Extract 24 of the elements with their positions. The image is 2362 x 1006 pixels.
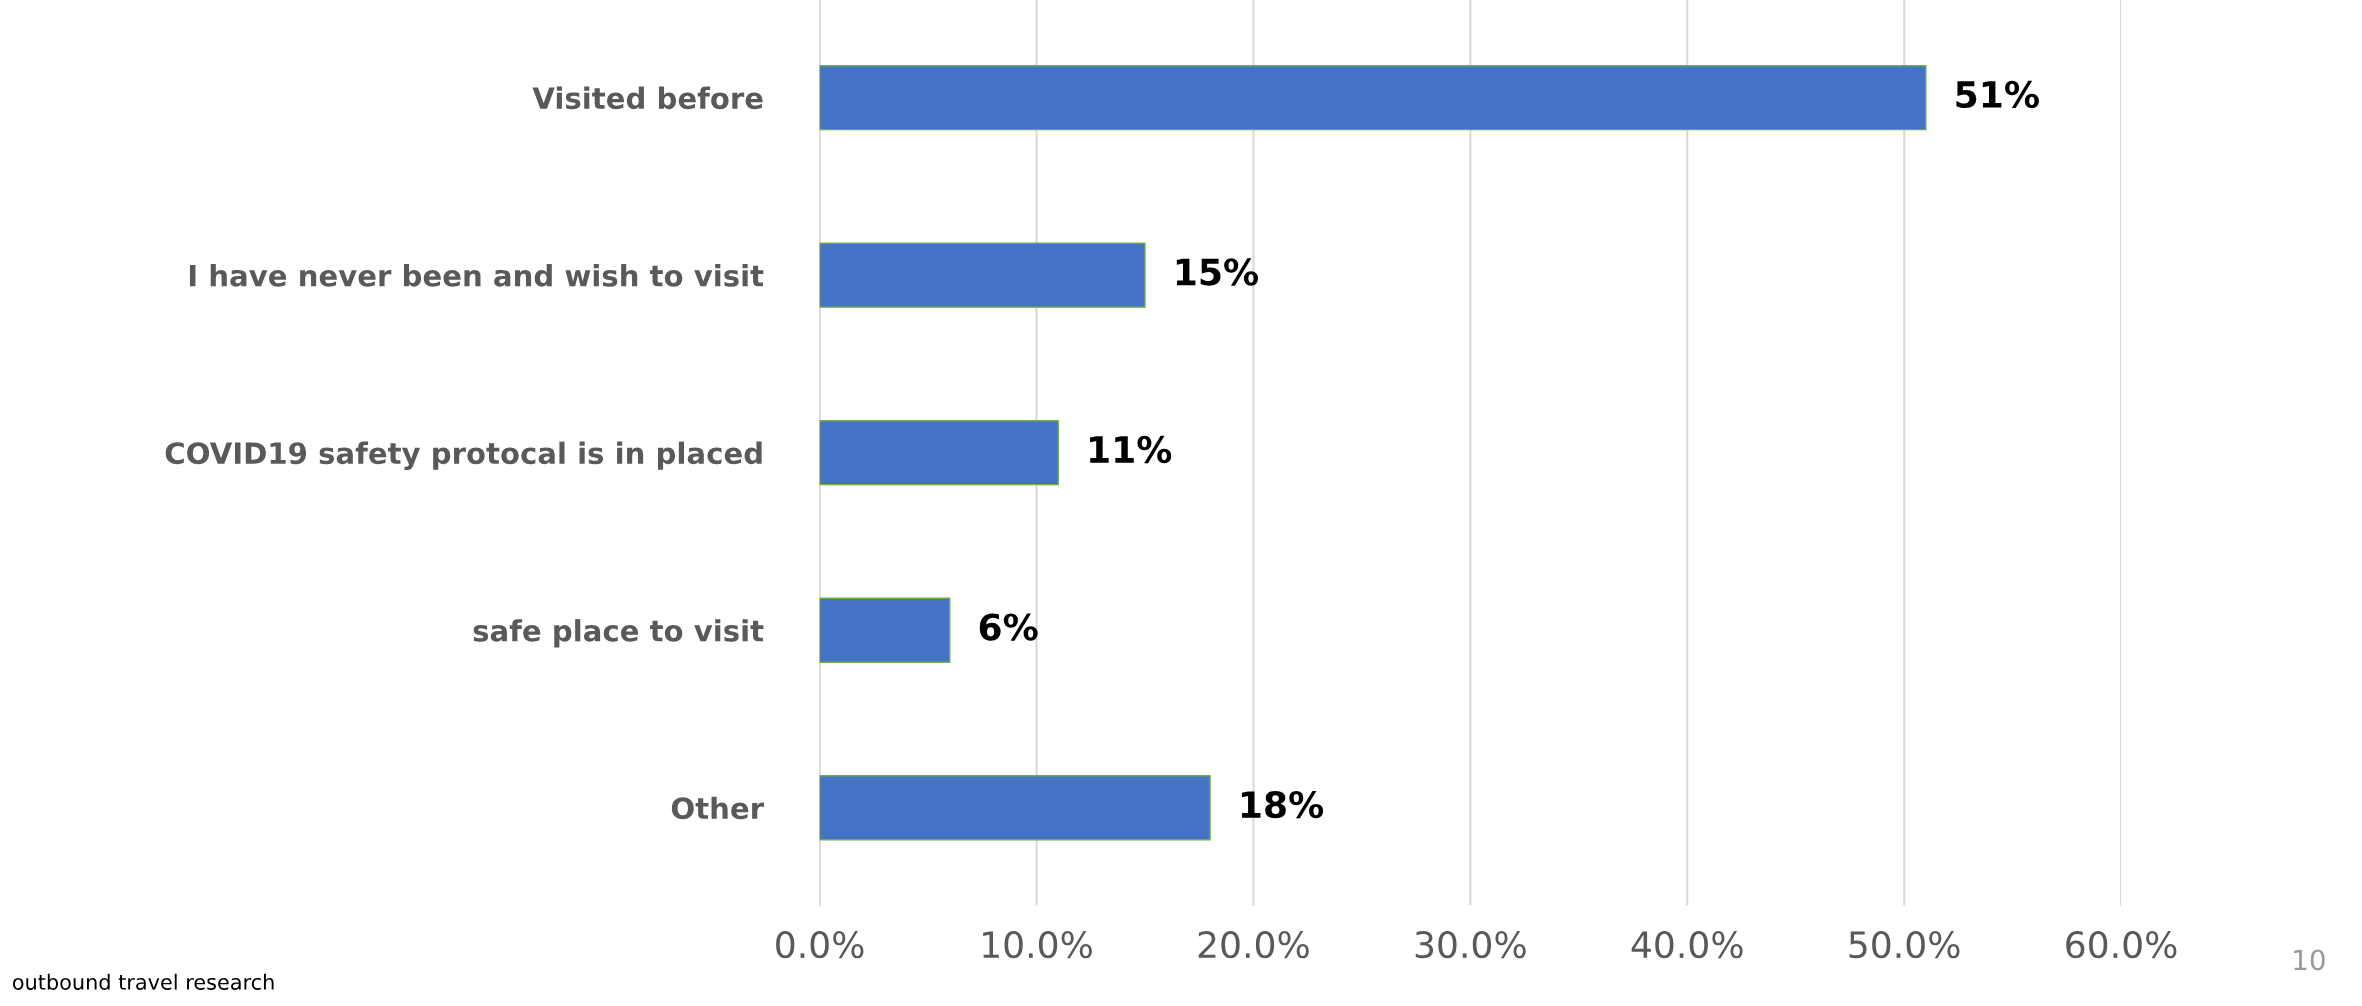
bar: [819, 64, 1927, 131]
x-tick-label: 50.0%: [1849, 931, 1960, 959]
y-tick-label: Visited before: [532, 86, 763, 110]
y-tick-label: safe place to visit: [473, 619, 764, 648]
x-tick-label: 40.0%: [1631, 931, 1743, 959]
bar: [819, 597, 951, 663]
y-tick-label: COVID19 safety protocal is in placed: [165, 441, 762, 471]
bar: [819, 242, 1146, 308]
text: 10: [2294, 949, 2325, 971]
data-label: 51%: [1956, 80, 2039, 109]
text: outbound travel research: [12, 973, 274, 990]
data-label: 6%: [979, 613, 1038, 641]
bar: [819, 775, 1211, 841]
data-label: 15%: [1176, 258, 1259, 286]
x-tick-label: 10.0%: [983, 931, 1092, 959]
x-tick-label: 20.0%: [1198, 931, 1309, 959]
data-label: 11%: [1090, 435, 1172, 464]
x-tick-label: 30.0%: [1415, 931, 1526, 959]
x-tick-label: 0.0%: [776, 931, 864, 959]
data-label: 18%: [1241, 790, 1324, 819]
x-tick-label: 60.0%: [2066, 931, 2177, 959]
y-tick-label: Other: [671, 796, 764, 820]
y-tick-label: I have never been and wish to visit: [189, 264, 764, 287]
bar: [819, 420, 1059, 486]
